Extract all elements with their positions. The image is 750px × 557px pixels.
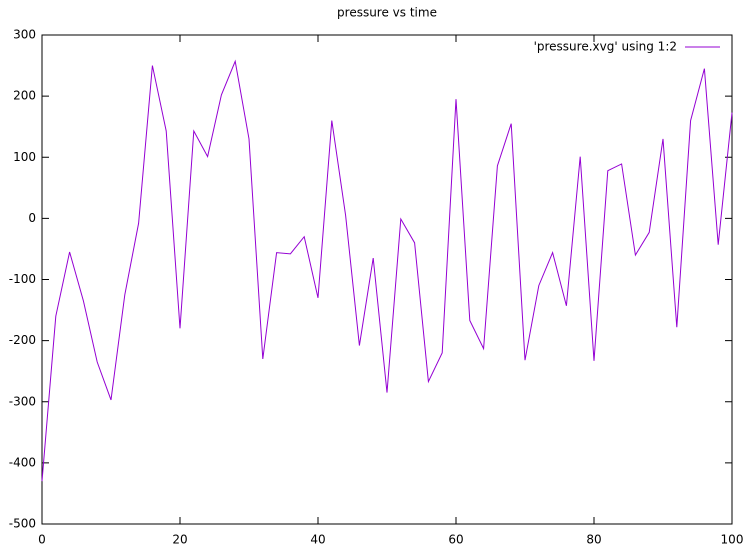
x-tick-label: 20 — [172, 533, 187, 547]
y-tick-label: -400 — [9, 455, 36, 469]
chart-title: pressure vs time — [337, 6, 437, 20]
y-tick-label: -200 — [9, 333, 36, 347]
y-tick-label: -300 — [9, 394, 36, 408]
x-tick-label: 100 — [721, 533, 744, 547]
y-tick-label: 200 — [13, 89, 36, 103]
x-tick-label: 0 — [38, 533, 46, 547]
y-tick-label: -500 — [9, 517, 36, 531]
x-tick-label: 40 — [310, 533, 325, 547]
x-tick-label: 60 — [448, 533, 463, 547]
data-line — [41, 59, 733, 482]
y-tick-label: -100 — [9, 272, 36, 286]
plot-border — [41, 34, 733, 525]
y-tick-label: 0 — [28, 211, 36, 225]
y-tick-label: 100 — [13, 150, 36, 164]
x-tick-label: 80 — [586, 533, 601, 547]
y-tick-label: 300 — [13, 28, 36, 42]
legend-label: 'pressure.xvg' using 1:2 — [534, 40, 677, 54]
